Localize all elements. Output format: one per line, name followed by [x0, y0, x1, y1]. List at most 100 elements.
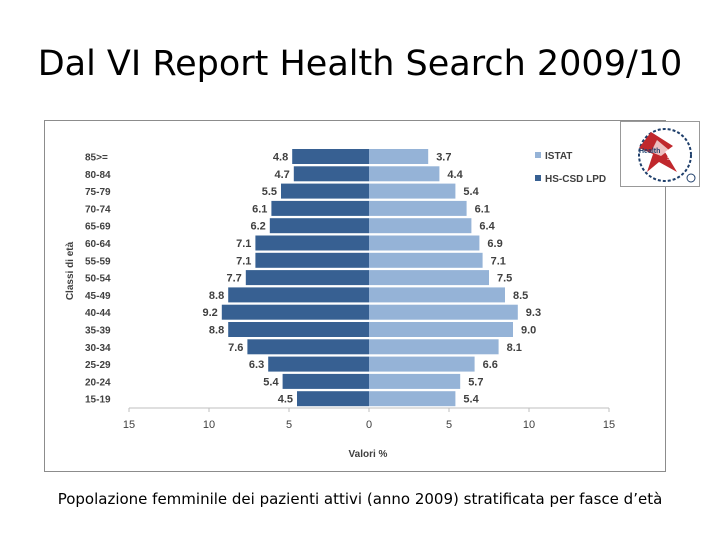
bar-hs-csd	[228, 287, 369, 303]
category-label: 25-29	[85, 360, 111, 371]
value-label-istat: 8.5	[513, 290, 528, 302]
value-label-istat: 6.1	[475, 203, 490, 215]
bar-hs-csd	[245, 270, 369, 286]
x-tick-label: 5	[446, 419, 452, 431]
value-label-hs-csd: 7.1	[236, 238, 251, 250]
bar-istat	[369, 200, 467, 216]
value-label-hs-csd: 7.6	[228, 342, 243, 354]
category-label: 70-74	[85, 204, 111, 215]
chart-caption: Popolazione femminile dei pazienti attiv…	[57, 490, 663, 508]
value-label-istat: 8.1	[507, 342, 522, 354]
x-tick-label: 10	[523, 419, 535, 431]
logo-text-health: Health	[639, 148, 660, 155]
bar-hs-csd	[268, 356, 369, 372]
category-label: 80-84	[85, 170, 111, 181]
category-label: 20-24	[85, 377, 111, 388]
bar-istat	[369, 183, 456, 199]
chart-frame: 3.7 4.8 4.4 4.7 5.4 5.5 6.1 6.1 6.4 6.2 6.9 7.1 7.1 7…	[44, 120, 666, 472]
category-labels-group: 85>= 80-84 75-79 70-74 65-69 60-64 55-59 50-54 4…	[85, 153, 111, 406]
value-label-hs-csd: 6.2	[251, 221, 266, 233]
category-label: 85>=	[85, 153, 108, 164]
bar-istat	[369, 304, 518, 320]
category-label: 75-79	[85, 187, 111, 198]
bar-istat	[369, 373, 461, 389]
bar-hs-csd	[281, 183, 369, 199]
bar-hs-csd	[255, 252, 369, 268]
bar-istat	[369, 235, 480, 251]
bar-istat	[369, 149, 429, 164]
category-label: 50-54	[85, 274, 111, 285]
bar-hs-csd	[221, 304, 369, 320]
bar-istat	[369, 322, 513, 337]
x-tick-label: 15	[603, 419, 615, 431]
value-labels-group: 3.7 4.8 4.4 4.7 5.4 5.5 6.1 6.1 6.4 6.2 6.9 7.1 7.1 7…	[203, 152, 542, 406]
value-label-hs-csd: 8.8	[209, 325, 224, 337]
bar-hs-csd	[271, 200, 369, 216]
legend: ISTAT HS-CSD LPD	[535, 151, 606, 185]
value-label-hs-csd: 4.8	[273, 152, 288, 164]
value-label-istat: 7.1	[491, 255, 506, 267]
value-label-istat: 3.7	[436, 152, 451, 164]
value-label-hs-csd: 5.5	[262, 186, 277, 198]
legend-swatch-hs-csd	[535, 175, 541, 181]
category-label: 65-69	[85, 222, 111, 233]
x-tick-label: 5	[286, 419, 292, 431]
value-label-istat: 6.9	[487, 238, 502, 250]
bar-hs-csd	[255, 235, 369, 251]
category-label: 15-19	[85, 395, 111, 406]
bars-group	[221, 149, 518, 407]
value-label-hs-csd: 5.4	[263, 376, 279, 388]
bar-hs-csd	[293, 166, 369, 182]
category-label: 30-34	[85, 343, 111, 354]
category-label: 60-64	[85, 239, 111, 250]
x-tick-label: 15	[123, 419, 135, 431]
value-label-istat: 6.4	[479, 221, 495, 233]
health-search-logo: Health Search	[620, 121, 700, 187]
slide-title: Dal VI Report Health Search 2009/10	[37, 44, 683, 84]
bar-hs-csd	[228, 322, 369, 337]
logo-text-search: Search	[667, 156, 683, 162]
bar-hs-csd	[297, 391, 369, 407]
legend-label-hs-csd: HS-CSD LPD	[545, 174, 606, 185]
x-tick-label: 0	[366, 419, 372, 431]
y-axis-label: Classi di età	[65, 241, 76, 300]
category-label: 45-49	[85, 291, 111, 302]
bar-istat	[369, 356, 475, 372]
x-tick-label: 10	[203, 419, 215, 431]
value-label-hs-csd: 9.2	[203, 307, 218, 319]
bar-hs-csd	[247, 339, 369, 355]
value-label-istat: 5.4	[463, 186, 479, 198]
bar-istat	[369, 391, 456, 407]
category-label: 35-39	[85, 326, 111, 337]
bar-istat	[369, 287, 505, 303]
bar-hs-csd	[282, 373, 369, 389]
value-label-istat: 6.6	[483, 359, 498, 371]
x-axis-group: 15 10 5 0 5 10 15	[123, 407, 615, 431]
value-label-istat: 9.0	[521, 325, 536, 337]
value-label-istat: 5.4	[463, 394, 479, 406]
value-label-istat: 9.3	[526, 307, 541, 319]
legend-swatch-istat	[535, 152, 541, 158]
value-label-hs-csd: 8.8	[209, 290, 224, 302]
bar-istat	[369, 339, 499, 355]
bar-istat	[369, 218, 472, 234]
value-label-hs-csd: 6.1	[252, 203, 267, 215]
value-label-istat: 7.5	[497, 273, 512, 285]
bar-istat	[369, 252, 483, 268]
population-pyramid-chart: 3.7 4.8 4.4 4.7 5.4 5.5 6.1 6.1 6.4 6.2 6.9 7.1 7.1 7…	[65, 149, 615, 460]
category-label: 55-59	[85, 256, 111, 267]
legend-label-istat: ISTAT	[545, 151, 572, 162]
value-label-istat: 4.4	[447, 169, 463, 181]
value-label-istat: 5.7	[468, 376, 483, 388]
logo-icon: Health Search	[638, 128, 696, 183]
bar-istat	[369, 166, 440, 182]
value-label-hs-csd: 4.5	[278, 394, 293, 406]
bar-istat	[369, 270, 489, 286]
x-axis-label: Valori %	[349, 449, 388, 460]
value-label-hs-csd: 7.7	[227, 273, 242, 285]
value-label-hs-csd: 6.3	[249, 359, 264, 371]
bar-hs-csd	[292, 149, 369, 164]
category-label: 40-44	[85, 308, 111, 319]
value-label-hs-csd: 4.7	[275, 169, 290, 181]
value-label-hs-csd: 7.1	[236, 255, 251, 267]
